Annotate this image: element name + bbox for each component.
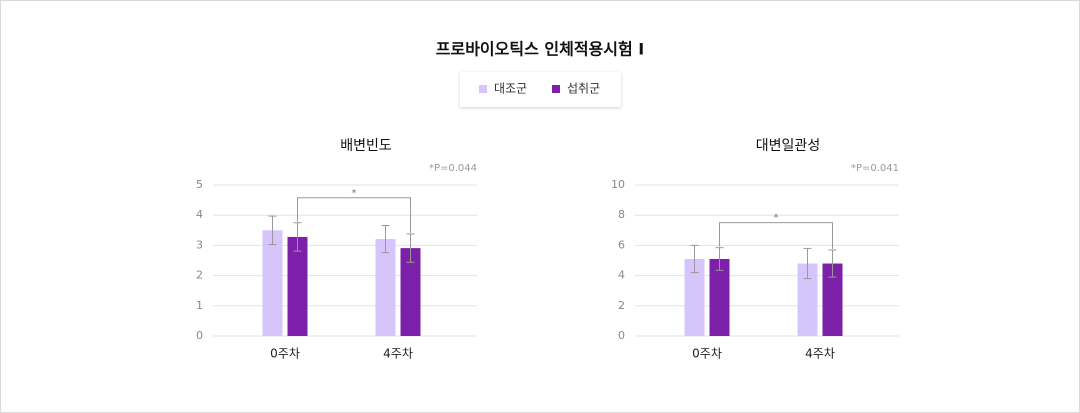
- page-title: 프로바이오틱스 인체적용시험 Ⅰ: [436, 40, 644, 59]
- bar: [709, 258, 730, 336]
- error-bar: [381, 224, 390, 254]
- error-bar: [406, 233, 415, 263]
- y-tick-label: 0: [618, 329, 625, 342]
- significance-label: *: [352, 188, 357, 199]
- y-tick-label: 0: [196, 329, 203, 342]
- x-tick-label: 0주차: [270, 347, 300, 361]
- legend-swatch: [479, 85, 487, 93]
- error-bar: [803, 247, 812, 280]
- bar: [400, 248, 421, 336]
- error-bar: [690, 244, 699, 274]
- legend-label: 섭취군: [567, 82, 600, 96]
- bar: [684, 258, 705, 336]
- y-tick-label: 4: [618, 269, 625, 282]
- legend-swatch: [552, 85, 560, 93]
- x-tick-label: 4주차: [805, 347, 835, 361]
- y-tick-label: 4: [196, 208, 203, 221]
- y-tick-label: 5: [196, 178, 203, 191]
- x-tick-label: 4주차: [383, 347, 413, 361]
- bar: [797, 263, 818, 336]
- y-tick-label: 2: [618, 299, 625, 312]
- error-bar: [828, 249, 837, 278]
- y-tick-label: 10: [611, 178, 625, 191]
- error-bar: [715, 247, 724, 271]
- significance-bracket: [719, 222, 833, 249]
- bar: [822, 263, 843, 336]
- bar: [375, 239, 396, 336]
- y-tick-label: 2: [196, 269, 203, 282]
- bar: [287, 236, 308, 336]
- y-tick-label: 6: [618, 238, 625, 251]
- y-tick-label: 8: [618, 208, 625, 221]
- bar: [262, 230, 283, 336]
- significance-label: *: [774, 213, 779, 224]
- y-tick-label: 1: [196, 299, 203, 312]
- annotation: *P=0.041: [851, 163, 899, 174]
- y-tick-label: 3: [196, 238, 203, 251]
- chart-title: 배변빈도: [340, 138, 392, 154]
- chart-title: 대변일관성: [756, 138, 820, 154]
- significance-bracket: [297, 197, 411, 233]
- annotation: *P=0.044: [429, 163, 477, 174]
- legend-label: 대조군: [494, 82, 527, 96]
- error-bar: [293, 222, 302, 252]
- error-bar: [268, 215, 277, 245]
- x-tick-label: 0주차: [692, 347, 722, 361]
